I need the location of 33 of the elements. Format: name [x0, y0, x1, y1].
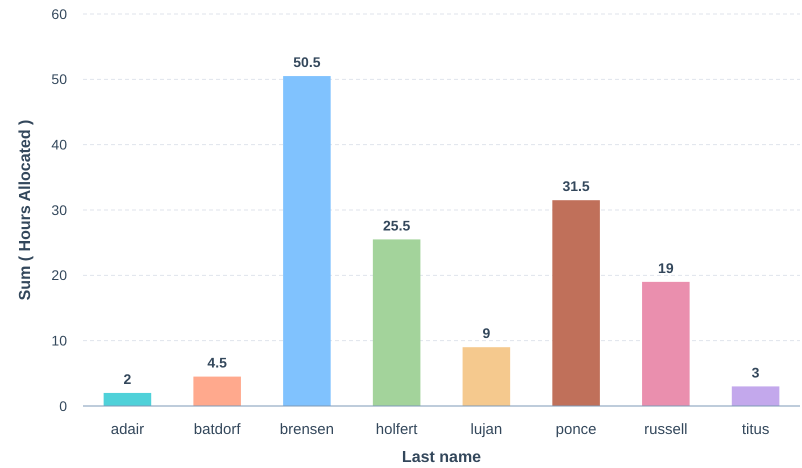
y-tick-label: 10 [51, 332, 68, 349]
y-tick-label: 20 [51, 267, 68, 284]
x-tick-label: holfert [376, 421, 418, 438]
bar [642, 282, 690, 406]
data-label: 4.5 [207, 354, 228, 371]
y-tick-label: 30 [51, 202, 68, 218]
bar [104, 392, 152, 406]
x-tick-label: ponce [556, 421, 597, 438]
x-tick-label: titus [742, 421, 770, 438]
data-label: 3 [752, 364, 760, 380]
x-tick-label: russell [644, 421, 688, 438]
x-tick-label: batdorf [194, 421, 242, 438]
data-label: 19 [658, 260, 674, 276]
x-axis-title: Last name [402, 449, 482, 466]
data-label: 2 [124, 370, 132, 387]
bar [193, 376, 241, 406]
data-label: 50.5 [293, 54, 321, 70]
data-label: 31.5 [562, 178, 590, 194]
x-tick-label: lujan [470, 421, 502, 438]
x-tick-label: adair [110, 421, 144, 438]
bar [462, 347, 510, 406]
data-label: 25.5 [383, 217, 410, 234]
x-tick-label: brensen [280, 421, 334, 438]
bar [552, 200, 600, 406]
y-tick-label: 40 [51, 136, 68, 153]
y-tick-label: 0 [59, 398, 68, 414]
bar [732, 386, 780, 406]
bar [372, 239, 420, 406]
y-tick-label: 60 [51, 6, 68, 22]
y-axis-title: Sum ( Hours Allocated ) [17, 120, 34, 300]
y-tick-label: 50 [51, 71, 68, 88]
data-label: 9 [482, 325, 490, 342]
bar [283, 76, 331, 406]
